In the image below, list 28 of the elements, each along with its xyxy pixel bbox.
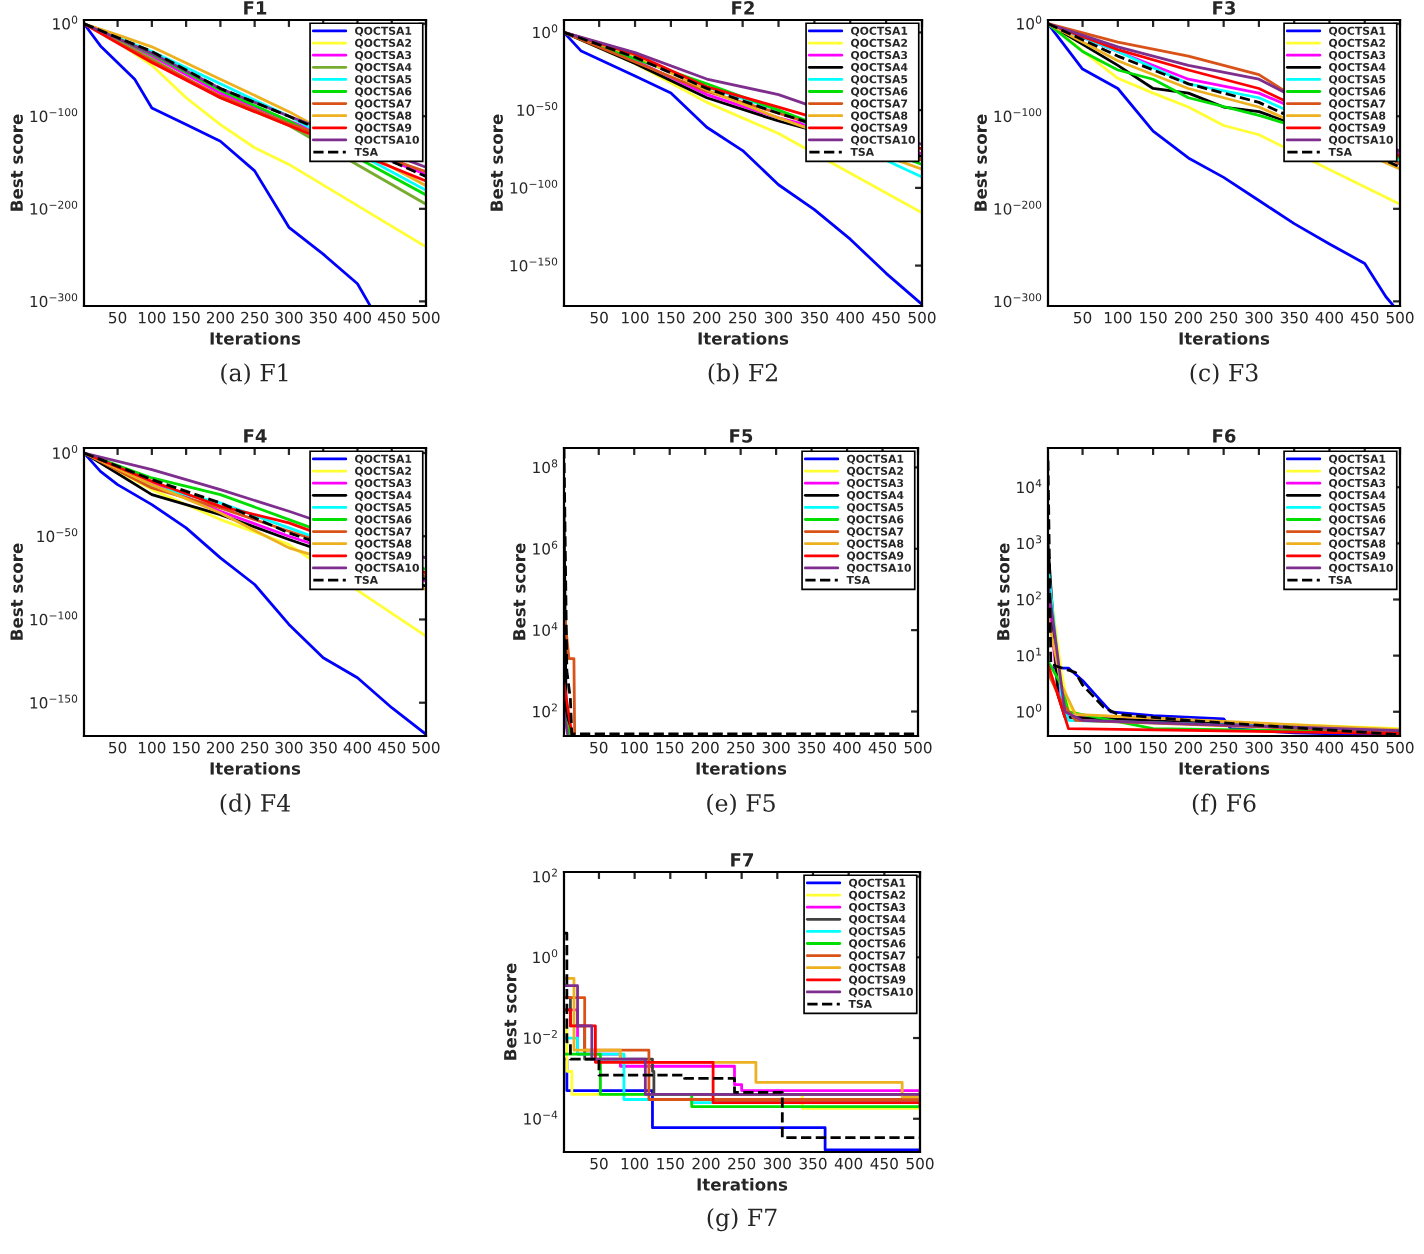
y-axis-title: Best score	[974, 114, 987, 211]
chart-title: F7	[731, 853, 754, 867]
y-axis-title: Best score	[513, 543, 526, 640]
text: (e) F5	[707, 793, 775, 816]
x-axis-title: Iterations	[1179, 331, 1270, 345]
text: (b) F2	[708, 363, 777, 385]
text: (g) F7	[707, 1208, 777, 1232]
chart-title: F3	[1213, 1, 1236, 15]
text: (a) F1	[221, 363, 288, 385]
y-axis-title: Best score	[10, 114, 23, 211]
chart-title: F2	[732, 1, 754, 15]
x-axis-title: Iterations	[1179, 761, 1270, 775]
y-axis-title: Best score	[10, 543, 23, 640]
text: (f) F6	[1192, 793, 1256, 816]
chart-title: F6	[1213, 429, 1236, 443]
x-axis-title: Iterations	[210, 761, 301, 775]
text: (d) F4	[220, 793, 291, 816]
text: (c) F3	[1190, 363, 1258, 385]
x-axis-title: Iterations	[697, 1177, 788, 1191]
y-axis-title: Best score	[997, 543, 1010, 640]
y-axis-title: Best score	[504, 963, 517, 1060]
x-axis-title: Iterations	[696, 761, 787, 775]
x-axis-title: Iterations	[210, 331, 301, 345]
x-axis-title: Iterations	[698, 331, 789, 345]
chart-title: F4	[244, 429, 267, 443]
y-axis-title: Best score	[490, 114, 503, 211]
chart-title: F5	[730, 429, 753, 443]
chart-title: F1	[244, 1, 267, 15]
